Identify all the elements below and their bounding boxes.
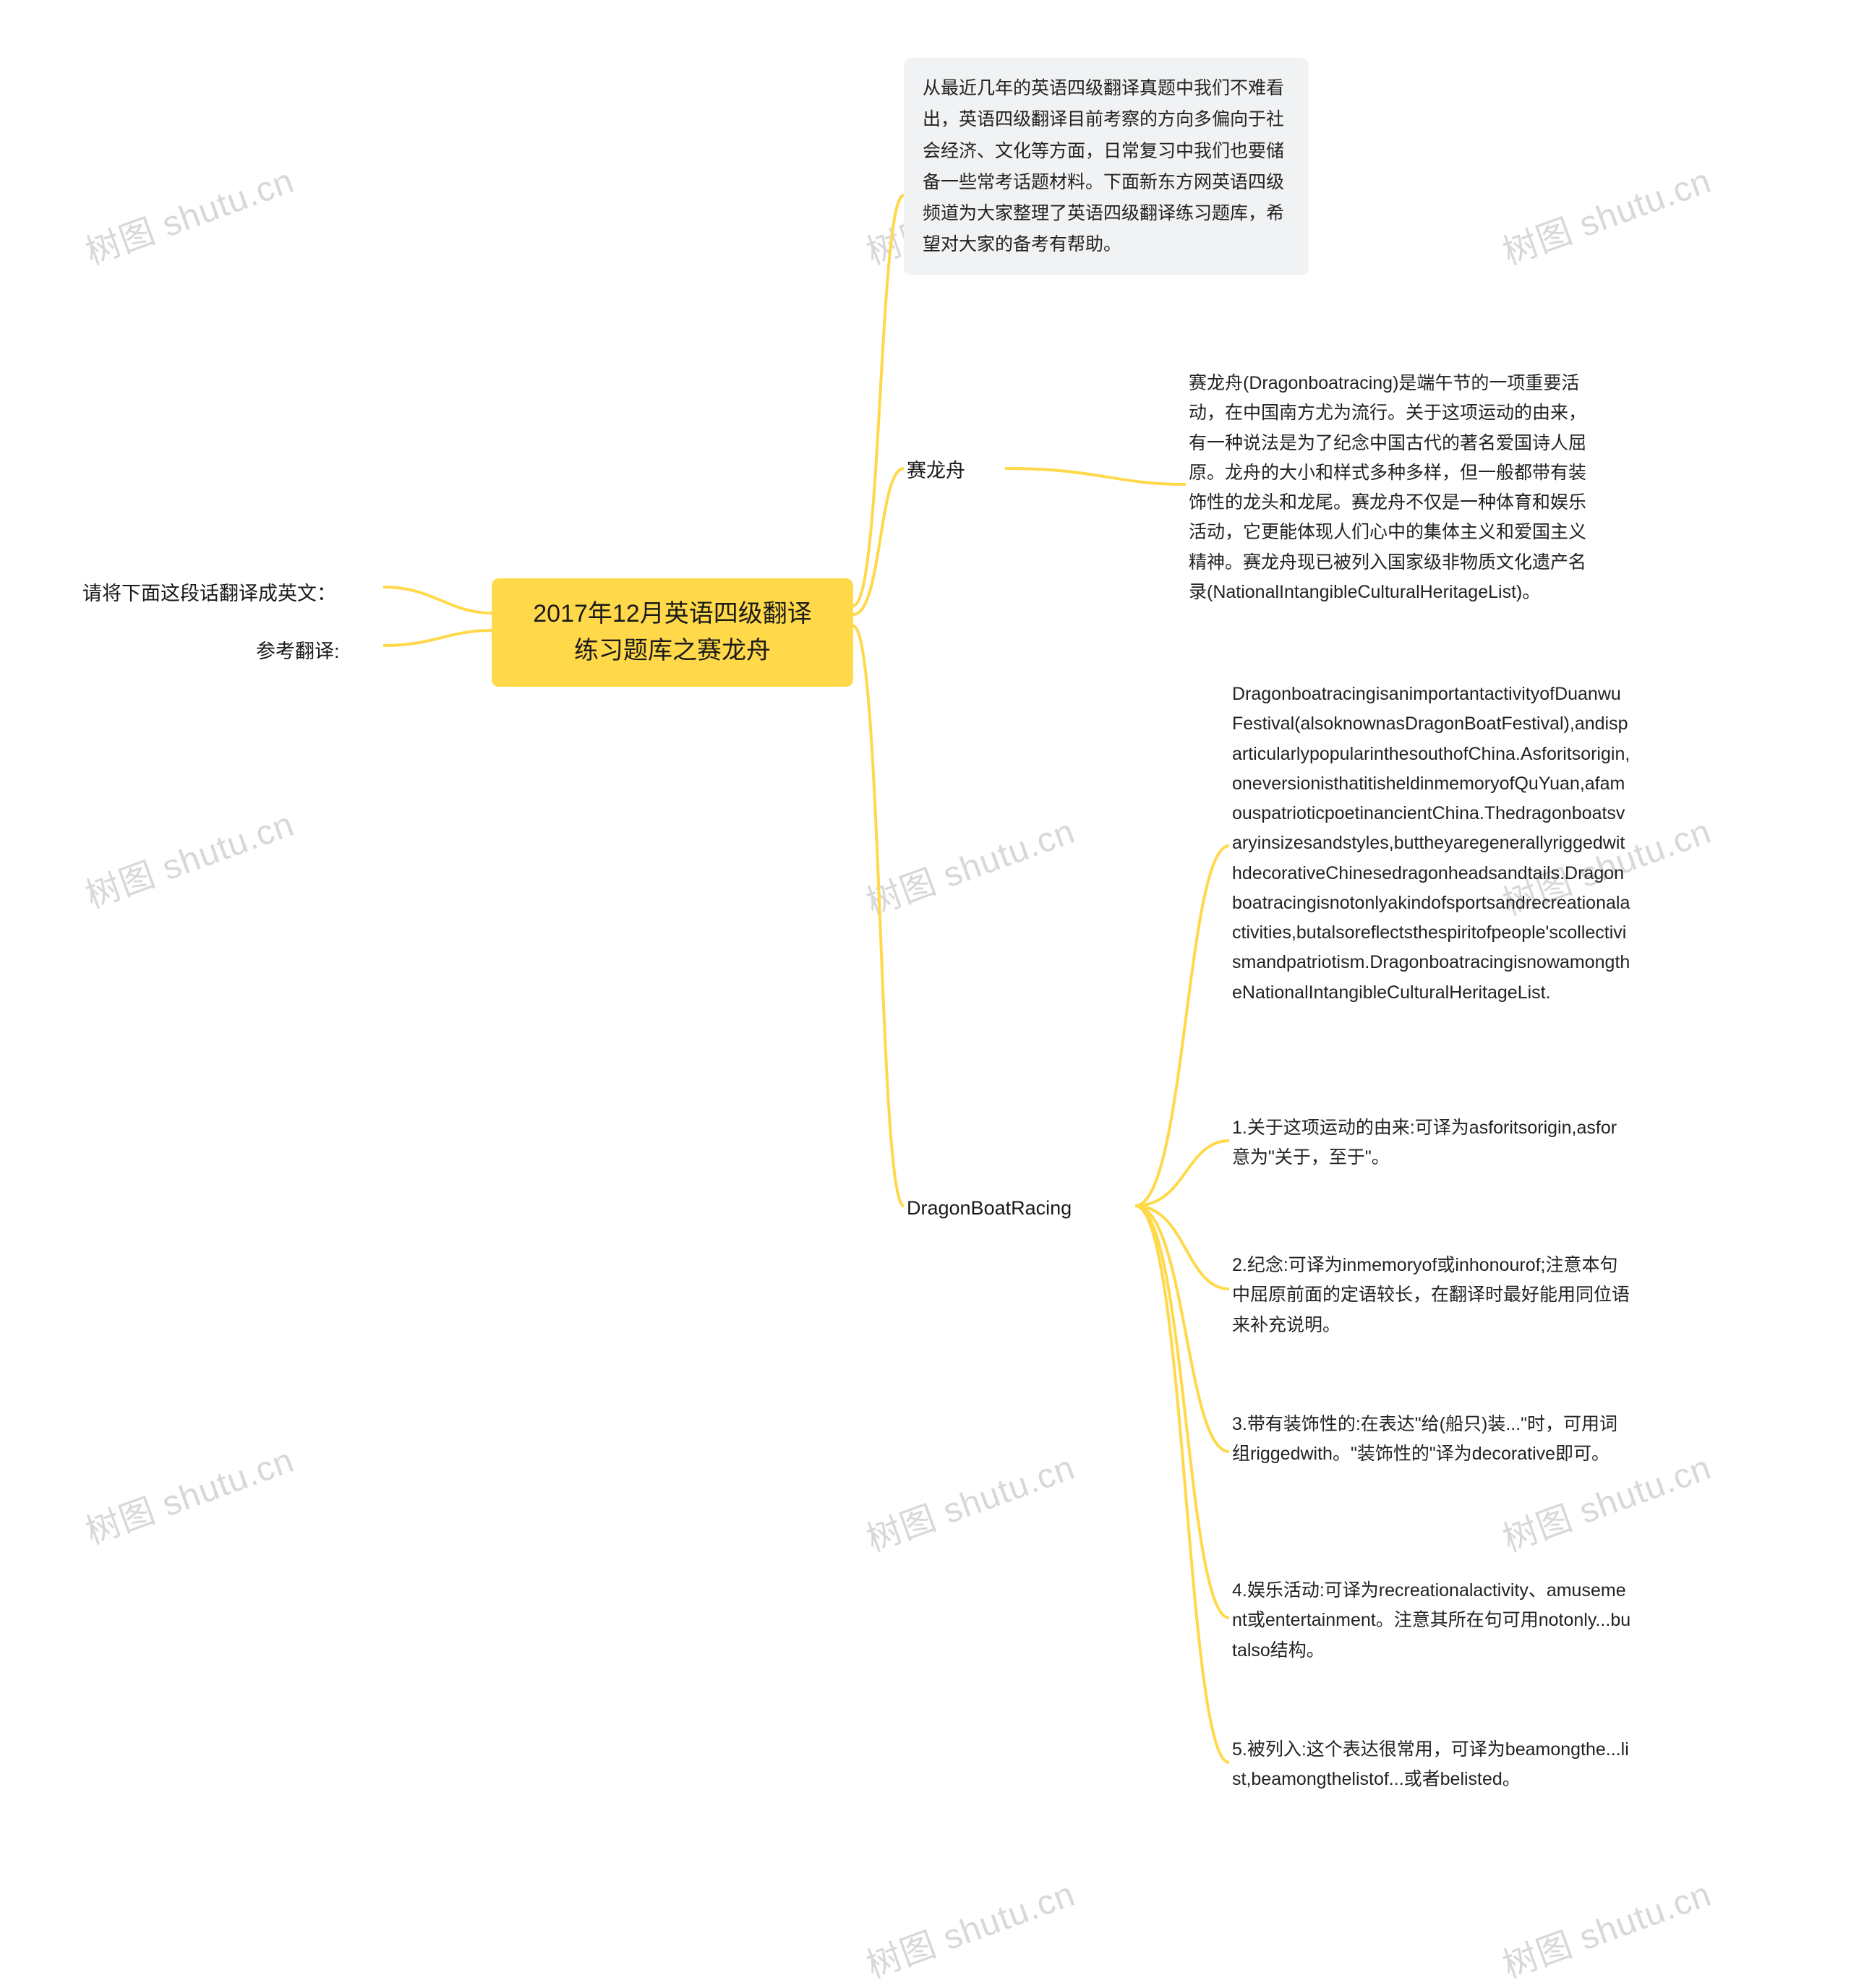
child-text: 2.纪念:可译为inmemoryof或inhonourof;注意本句中屈原前面的… [1232, 1255, 1630, 1335]
child-text: 5.被列入:这个表达很常用，可译为beamongthe...list,beamo… [1232, 1739, 1629, 1789]
node-label: 赛龙舟 [907, 460, 965, 481]
watermark: 树图 shutu.cn [77, 796, 300, 918]
child-text: DragonboatracingisanimportantactivityofD… [1232, 684, 1630, 1003]
node-sailongzhou[interactable]: 赛龙舟 [904, 448, 1005, 494]
left-item-translate-prompt[interactable]: 请将下面这段话翻译成英文： [80, 571, 383, 617]
left-item-reference[interactable]: 参考翻译: [253, 629, 383, 674]
child-text: 赛龙舟(Dragonboatracing)是端午节的一项重要活动，在中国南方尤为… [1189, 373, 1586, 602]
node-label: DragonBoatRacing [907, 1197, 1072, 1219]
watermark: 树图 shutu.cn [1495, 1866, 1717, 1988]
intro-text: 从最近几年的英语四级翻译真题中我们不难看出，英语四级翻译目前考察的方向多偏向于社… [923, 78, 1284, 254]
left-item-label: 参考翻译: [256, 640, 340, 662]
child-text: 1.关于这项运动的由来:可译为asforitsorigin,asfor意为"关于… [1232, 1118, 1617, 1167]
watermark: 树图 shutu.cn [858, 1439, 1081, 1561]
dragon-child-note3[interactable]: 3.带有装饰性的:在表达"给(船只)装..."时，可用词组riggedwith。… [1229, 1402, 1634, 1477]
center-node[interactable]: 2017年12月英语四级翻译 练习题库之赛龙舟 [492, 578, 853, 687]
watermark: 树图 shutu.cn [77, 1432, 300, 1554]
dragon-child-translation[interactable]: DragonboatracingisanimportantactivityofD… [1229, 672, 1634, 1015]
dragon-child-note5[interactable]: 5.被列入:这个表达很常用，可译为beamongthe...list,beamo… [1229, 1728, 1634, 1802]
watermark: 树图 shutu.cn [77, 153, 300, 275]
child-text: 4.娱乐活动:可译为recreationalactivity、amusement… [1232, 1580, 1630, 1661]
left-item-label: 请将下面这段话翻译成英文： [82, 583, 336, 604]
dragon-child-note4[interactable]: 4.娱乐活动:可译为recreationalactivity、amusement… [1229, 1569, 1634, 1673]
center-line1: 2017年12月英语四级翻译 [533, 600, 811, 627]
node-sailongzhou-desc[interactable]: 赛龙舟(Dragonboatracing)是端午节的一项重要活动，在中国南方尤为… [1186, 361, 1591, 614]
dragon-child-note2[interactable]: 2.纪念:可译为inmemoryof或inhonourof;注意本句中屈原前面的… [1229, 1243, 1634, 1348]
intro-box[interactable]: 从最近几年的英语四级翻译真题中我们不难看出，英语四级翻译目前考察的方向多偏向于社… [904, 58, 1309, 275]
center-line2: 练习题库之赛龙舟 [574, 637, 771, 664]
child-text: 3.带有装饰性的:在表达"给(船只)装..."时，可用词组riggedwith。… [1232, 1414, 1617, 1464]
watermark: 树图 shutu.cn [1495, 153, 1717, 275]
watermark: 树图 shutu.cn [858, 1866, 1081, 1988]
dragon-child-note1[interactable]: 1.关于这项运动的由来:可译为asforitsorigin,asfor意为"关于… [1229, 1106, 1634, 1181]
watermark: 树图 shutu.cn [858, 803, 1081, 925]
node-dragonboatracing[interactable]: DragonBoatRacing [904, 1186, 1135, 1231]
